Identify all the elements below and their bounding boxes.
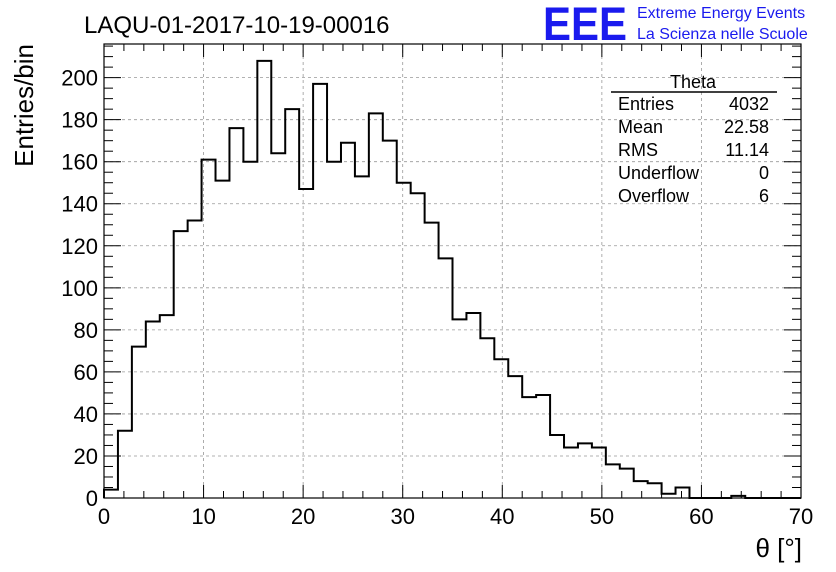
histogram-bin [453,319,467,498]
histogram-bin [397,183,411,498]
histogram-outline [103,59,801,499]
histogram-bin [285,109,299,498]
histogram-bin [522,397,536,498]
histogram-bin [132,347,146,498]
stats-row-label: RMS [618,140,658,160]
y-axis-label: Entries/bin [9,44,39,167]
histogram-bin [676,487,690,498]
x-axis-label: θ [°] [755,533,802,563]
histogram-bin [508,376,522,498]
stats-row-label: Overflow [618,186,690,206]
histogram-bin [648,483,662,498]
plot-frame [103,43,802,499]
histogram-series [103,59,801,499]
histogram-bin [355,176,369,498]
histogram-bin [466,313,480,498]
histogram-bin [494,359,508,498]
histogram-bin [299,189,313,498]
histogram-bin [592,448,606,498]
logo-line-1: Extreme Energy Events [637,5,805,22]
y-tick-label: 80 [74,318,98,343]
histogram-bin [578,443,592,498]
x-tick-label: 10 [191,504,215,529]
histogram-bin [118,431,132,498]
x-tick-label: 60 [689,504,713,529]
histogram-bin [383,141,397,498]
x-tick-label: 20 [291,504,315,529]
eee-logo: EEE Extreme Energy Events La Scienza nel… [543,0,808,50]
histogram-bin [174,231,188,498]
y-tick-label: 100 [61,276,98,301]
histogram-bin [536,395,550,498]
stats-title: Theta [670,72,717,92]
logo-line-2: La Scienza nelle Scuole [637,26,808,43]
histogram-bin [160,315,174,498]
histogram-bin [313,84,327,498]
histogram-bin [188,221,202,498]
x-tick-label: 40 [490,504,514,529]
stats-row-value: 6 [759,186,769,206]
stats-row-label: Underflow [618,163,700,183]
tick-labels: 0 10 20 30 40 50 60 700204060801001201401601802… [61,66,813,529]
y-tick-label: 180 [61,108,98,133]
y-tick-label: 200 [61,66,98,91]
histogram-bin [606,464,620,498]
histogram-bin [550,435,564,498]
logo-mark: EEE [543,0,627,50]
stats-box: Theta Entries 4032 Mean 22.58 RMS 11.14 Underf… [611,72,777,206]
histogram-bin [257,61,271,498]
histogram-bin [146,321,160,498]
histogram-bin [229,128,243,498]
histogram-bin [425,223,439,498]
x-tick-label: 0 [98,504,110,529]
y-tick-label: 160 [61,150,98,175]
x-tick-label: 30 [390,504,414,529]
y-tick-label: 60 [74,360,98,385]
histogram-bin [634,481,648,498]
histogram-bin [411,193,425,498]
histogram-bin [341,143,355,498]
histogram-bin [439,258,453,498]
y-tick-label: 20 [74,444,98,469]
histogram-bin [480,338,494,498]
stats-row-label: Entries [618,94,674,114]
chart-title: LAQU-01-2017-10-19-00016 [84,12,390,39]
stats-row-value: 4032 [729,94,769,114]
histogram-bin [271,153,285,498]
stats-row-value: 11.14 [725,140,769,160]
stats-row-label: Mean [618,117,663,137]
stats-row-value: 22.58 [724,117,769,137]
y-tick-label: 140 [61,192,98,217]
y-tick-label: 120 [61,234,98,259]
histogram-bin [564,448,578,498]
stats-row-value: 0 [759,163,769,183]
axis-ticks [103,44,802,499]
histogram-bin [216,181,230,498]
x-tick-label: 50 [590,504,614,529]
histogram-bin [369,113,383,498]
x-tick-label: 70 [789,504,813,529]
y-tick-label: 0 [86,486,98,511]
histogram-bin [104,490,118,498]
y-tick-label: 40 [74,402,98,427]
